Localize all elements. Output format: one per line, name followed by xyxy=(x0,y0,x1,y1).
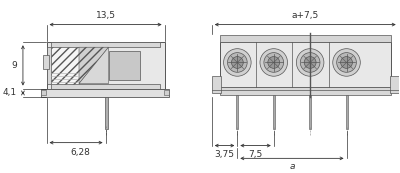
Text: 9: 9 xyxy=(11,61,17,70)
Bar xyxy=(52,42,160,47)
Text: a: a xyxy=(289,162,295,171)
Polygon shape xyxy=(79,47,108,84)
Bar xyxy=(41,89,168,97)
Text: 6,28: 6,28 xyxy=(70,148,90,157)
Circle shape xyxy=(333,49,360,76)
Bar xyxy=(108,51,140,80)
Polygon shape xyxy=(79,47,108,84)
Circle shape xyxy=(268,57,280,68)
Text: 3,75: 3,75 xyxy=(214,151,234,160)
Bar xyxy=(346,95,348,129)
Bar xyxy=(390,76,399,93)
Bar xyxy=(164,90,168,95)
Circle shape xyxy=(260,49,288,76)
Circle shape xyxy=(337,53,356,72)
Bar xyxy=(104,97,108,129)
Bar xyxy=(236,95,238,129)
Bar xyxy=(43,55,48,69)
Circle shape xyxy=(304,57,316,68)
Circle shape xyxy=(264,53,284,72)
Circle shape xyxy=(300,53,320,72)
Bar xyxy=(52,84,160,89)
Bar xyxy=(273,95,275,129)
Text: 13,5: 13,5 xyxy=(96,11,116,20)
Circle shape xyxy=(224,49,251,76)
Text: 4,1: 4,1 xyxy=(3,88,17,97)
Bar xyxy=(52,47,79,84)
Bar xyxy=(309,95,311,129)
Circle shape xyxy=(296,49,324,76)
Circle shape xyxy=(232,57,243,68)
Bar xyxy=(220,35,391,42)
Circle shape xyxy=(341,57,352,68)
Bar xyxy=(212,76,221,93)
Text: a+7,5: a+7,5 xyxy=(292,11,319,20)
Circle shape xyxy=(228,53,247,72)
Bar xyxy=(46,47,52,84)
Bar xyxy=(46,42,164,89)
Bar xyxy=(220,86,391,95)
Bar xyxy=(41,90,46,95)
Text: 7,5: 7,5 xyxy=(248,151,263,160)
Bar xyxy=(220,42,391,86)
